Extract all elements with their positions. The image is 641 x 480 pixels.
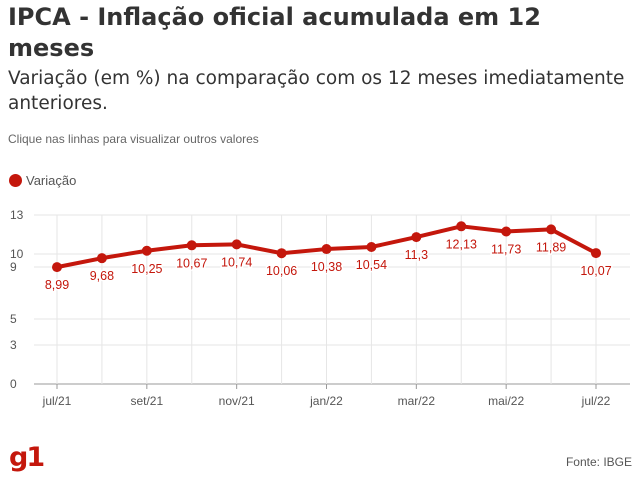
data-point[interactable] xyxy=(186,240,197,251)
data-label: 10,06 xyxy=(266,264,297,278)
y-tick-label: 10 xyxy=(10,247,24,261)
data-label: 9,68 xyxy=(90,269,114,283)
x-tick-label: mar/22 xyxy=(398,394,436,408)
data-point[interactable] xyxy=(231,239,242,250)
x-tick-label: jan/22 xyxy=(309,394,343,408)
data-point[interactable] xyxy=(96,253,107,264)
x-tick-label: jul/21 xyxy=(42,394,72,408)
y-tick-label: 5 xyxy=(10,312,17,326)
data-point[interactable] xyxy=(501,226,512,237)
data-label: 10,67 xyxy=(176,256,207,270)
data-label: 10,74 xyxy=(221,255,252,269)
x-tick-label: mai/22 xyxy=(488,394,524,408)
interaction-hint: Clique nas linhas para visualizar outros… xyxy=(8,132,259,146)
data-label: 10,38 xyxy=(311,260,342,274)
data-label: 11,3 xyxy=(405,248,428,262)
chart-subtitle: Variação (em %) na comparação com os 12 … xyxy=(8,68,625,114)
legend-dot-icon xyxy=(9,173,22,187)
source-credit: Fonte: IBGE xyxy=(565,455,632,469)
g1-logo: g1 xyxy=(9,442,45,473)
y-tick-label: 9 xyxy=(10,260,17,274)
data-point[interactable] xyxy=(141,245,152,256)
x-tick-label: jul/22 xyxy=(581,394,611,408)
data-point[interactable] xyxy=(411,232,422,243)
x-tick-label: nov/21 xyxy=(219,394,255,408)
data-label: 10,54 xyxy=(356,258,387,272)
y-tick-label: 0 xyxy=(10,377,17,391)
data-point[interactable] xyxy=(276,248,287,259)
data-point[interactable] xyxy=(591,248,601,259)
data-label: 11,89 xyxy=(536,240,566,254)
data-point[interactable] xyxy=(456,221,467,232)
chart-legend[interactable]: Variação xyxy=(9,171,76,189)
data-label: 11,73 xyxy=(491,243,521,257)
x-tick-label: set/21 xyxy=(130,394,163,408)
data-label: 10,25 xyxy=(131,262,162,276)
data-point[interactable] xyxy=(321,244,332,255)
data-label: 12,13 xyxy=(446,237,477,251)
chart-title: IPCA - Inflação oficial acumulada em 12 … xyxy=(8,3,541,62)
data-point[interactable] xyxy=(52,262,62,273)
legend-label: Variação xyxy=(26,172,77,188)
y-tick-label: 13 xyxy=(10,208,24,222)
data-label: 8,99 xyxy=(45,278,69,292)
y-tick-label: 3 xyxy=(10,338,17,352)
data-point[interactable] xyxy=(366,241,377,252)
data-label: 10,07 xyxy=(580,264,611,278)
data-point[interactable] xyxy=(546,224,557,235)
